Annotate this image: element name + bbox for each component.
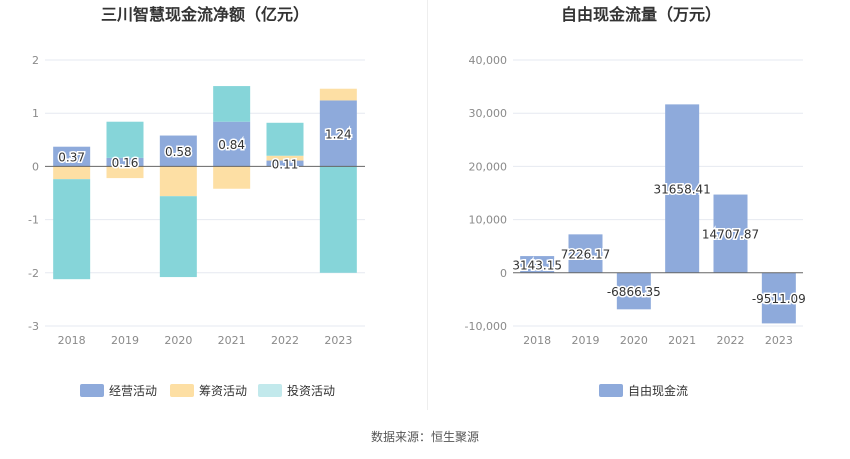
bar-segment: [213, 86, 251, 122]
data-label: 31658.41: [654, 183, 711, 197]
x-tick-label: 2021: [668, 334, 696, 347]
bar: [665, 104, 700, 273]
data-label: 0.11: [272, 157, 299, 171]
chart-title: 自由现金流量（万元）: [561, 5, 721, 24]
y-tick-label: 20,000: [469, 160, 508, 173]
x-tick-label: 2021: [218, 334, 246, 347]
bar-segment: [213, 166, 251, 189]
legend-swatch: [170, 384, 194, 397]
data-label: -9511.09: [752, 292, 806, 306]
bar: [713, 194, 748, 273]
panel-divider: [427, 0, 428, 410]
data-label: -6866.35: [607, 285, 661, 299]
data-label: 1.24: [325, 127, 352, 141]
bar-segment: [266, 122, 304, 156]
chart-title: 三川智慧现金流净额（亿元）: [101, 5, 309, 24]
bar-segment: [53, 166, 91, 180]
legend-label: 投资活动: [287, 383, 335, 398]
x-tick-label: 2020: [164, 334, 192, 347]
x-tick-label: 2022: [271, 334, 299, 347]
bar-segment: [106, 121, 144, 158]
y-tick-label: 30,000: [469, 107, 508, 120]
data-label: 3143.15: [512, 258, 562, 272]
legend-label: 自由现金流: [628, 383, 688, 398]
data-label: 0.84: [218, 138, 245, 152]
bar: [761, 272, 796, 324]
y-tick-label: 0: [32, 160, 39, 173]
bar-segment: [319, 100, 357, 167]
legend-label: 筹资活动: [199, 384, 247, 398]
x-tick-label: 2023: [765, 334, 793, 347]
y-tick-label: -1: [28, 214, 39, 227]
x-tick-label: 2023: [324, 334, 352, 347]
y-tick-label: 10,000: [469, 214, 508, 227]
legend-swatch: [258, 384, 282, 397]
data-label: 0.37: [58, 151, 85, 165]
legend-swatch: [80, 384, 104, 397]
data-label: 0.58: [165, 145, 192, 159]
data-label: 14707.87: [702, 228, 759, 242]
x-tick-label: 2020: [620, 334, 648, 347]
data-label: 0.16: [112, 156, 139, 170]
x-tick-label: 2018: [58, 334, 86, 347]
y-tick-label: -2: [28, 267, 39, 280]
legend-swatch: [599, 384, 623, 397]
y-tick-label: 2: [32, 54, 39, 67]
bar-segment: [319, 88, 357, 101]
bar: [520, 256, 555, 273]
bar-segment: [159, 196, 197, 278]
y-tick-label: 1: [32, 107, 39, 120]
bar: [568, 234, 603, 273]
x-tick-label: 2018: [523, 334, 551, 347]
y-tick-label: -3: [28, 320, 39, 333]
bar-segment: [53, 146, 91, 167]
bar: [616, 272, 651, 310]
y-tick-label: -10,000: [465, 320, 507, 333]
data-label: 7226.17: [561, 248, 611, 262]
bar-segment: [159, 135, 197, 167]
bar-segment: [266, 160, 304, 167]
bar-segment: [266, 155, 304, 161]
x-tick-label: 2022: [717, 334, 745, 347]
y-tick-label: 0: [500, 267, 507, 280]
cash-flow-net-chart: 三川智慧现金流净额（亿元） 2 1 0 -1 -2 -3 2018 2019 2020 2021 20…: [28, 5, 365, 398]
legend-label: 经营活动: [109, 384, 157, 398]
x-tick-label: 2019: [111, 334, 139, 347]
x-tick-label: 2019: [572, 334, 600, 347]
y-tick-label: 40,000: [469, 54, 508, 67]
bar-segment: [106, 157, 144, 167]
bar-segment: [106, 166, 144, 179]
bar-segment: [53, 179, 91, 280]
free-cash-flow-chart: 自由现金流量（万元） 40,000 30,000 20,000 10,000 0 -10,0…: [465, 5, 808, 398]
bar-segment: [213, 121, 251, 167]
data-source-note: 数据来源：恒生聚源: [370, 430, 479, 444]
bar-segment: [319, 166, 357, 273]
bar-segment: [159, 166, 197, 197]
